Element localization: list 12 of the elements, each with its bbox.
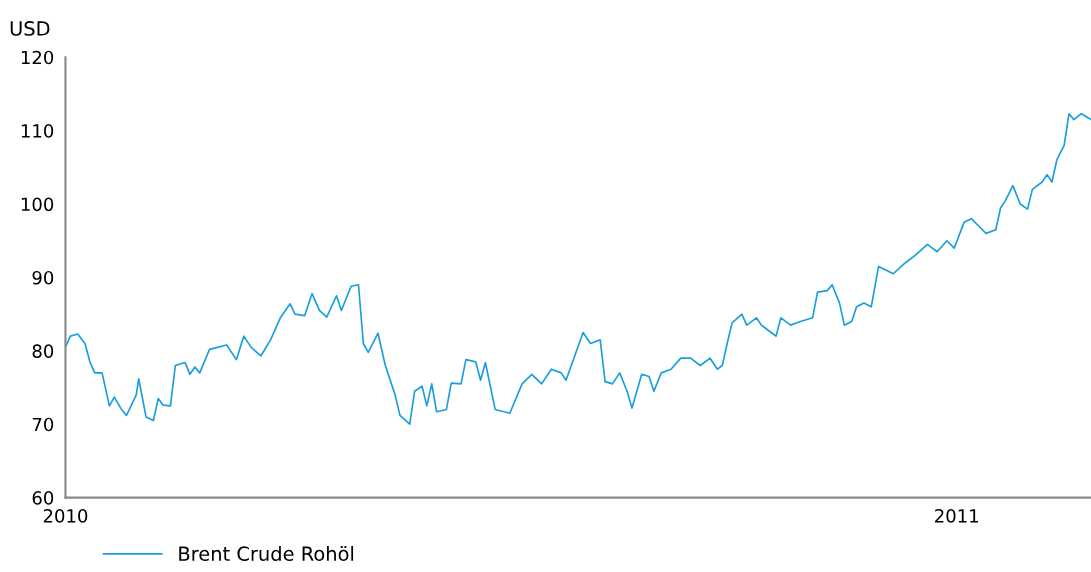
legend-label: Brent Crude Rohöl [179,545,354,562]
y-tick-label: 120 [21,50,54,65]
y-tick-label: 80 [32,344,54,358]
y-tick-label: 110 [21,124,54,138]
x-tick-label: 2011 [935,509,979,523]
y-tick-label: 60 [32,491,54,505]
y-axis-title: USD [10,21,50,36]
line-series [65,112,1091,426]
x-tick-label: 2010 [43,509,88,523]
y-tick-label: 70 [32,417,54,432]
y-tick-label: 90 [32,270,54,285]
y-tick-label: 100 [21,197,54,212]
